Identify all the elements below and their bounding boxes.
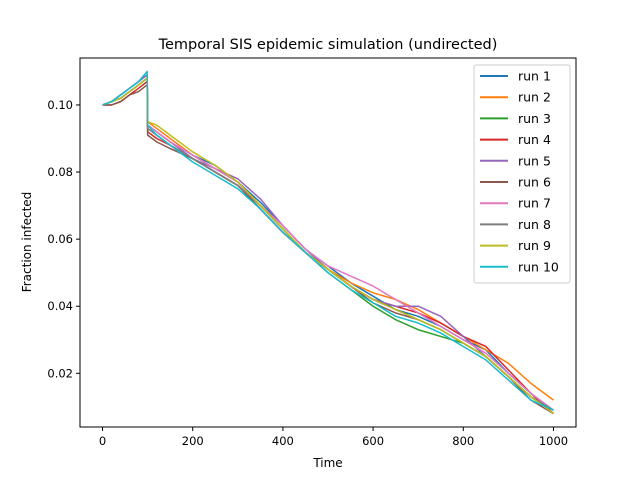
legend-label: run 9 — [518, 238, 551, 253]
x-tick-label: 200 — [182, 434, 204, 448]
legend-label: run 10 — [518, 259, 559, 274]
y-axis-label: Fraction infected — [20, 192, 34, 293]
plot-lines — [102, 70, 554, 415]
legend-label: run 6 — [518, 175, 551, 190]
legend-label: run 5 — [518, 153, 551, 168]
legend: run 1 run 2 run 3 run 4 run 5 run 6 run 7 run 8… — [473, 64, 571, 284]
x-tick-label: 1000 — [539, 434, 568, 448]
legend-label: run 7 — [518, 196, 551, 211]
chart-title: Temporal SIS epidemic simulation (undire… — [158, 37, 498, 53]
legend-box — [473, 64, 571, 284]
y-tick-label: 0.02 — [47, 366, 73, 380]
legend-label: run 8 — [518, 217, 551, 232]
y-tick-label: 0.08 — [47, 165, 73, 179]
y-tick-label: 0.04 — [47, 299, 73, 313]
x-axis-label: Time — [312, 456, 342, 470]
legend-label: run 4 — [518, 132, 551, 147]
y-axis: 0.02 0.04 0.06 0.08 0.10 — [47, 98, 80, 380]
x-axis: 0 200 400 600 800 1000 — [99, 427, 568, 448]
x-tick-label: 600 — [362, 434, 384, 448]
plot-frame — [79, 57, 577, 428]
x-tick-label: 800 — [452, 434, 474, 448]
legend-label: run 3 — [518, 111, 551, 126]
x-tick-label: 400 — [272, 434, 294, 448]
y-tick-label: 0.06 — [47, 232, 73, 246]
series-line-run-9 — [102, 77, 554, 415]
legend-label: run 1 — [518, 69, 551, 84]
y-tick-label: 0.10 — [47, 98, 73, 112]
x-tick-label: 0 — [99, 434, 106, 448]
series-line-run-10 — [102, 70, 554, 411]
legend-label: run 2 — [518, 90, 551, 105]
